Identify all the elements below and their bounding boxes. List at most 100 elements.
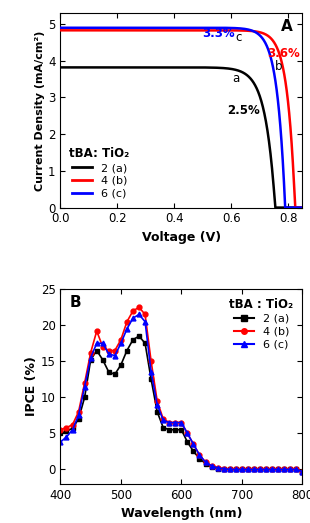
4 (b) — [270, 466, 274, 472]
6 (c) — [234, 466, 237, 472]
4 (b) — [228, 466, 232, 472]
2 (a) — [89, 357, 93, 363]
Text: A: A — [281, 19, 293, 34]
2 (a) — [59, 430, 62, 437]
6 (c) — [167, 419, 171, 426]
6 (c) — [137, 311, 141, 317]
2 (a) — [125, 347, 129, 354]
X-axis label: Wavelength (nm): Wavelength (nm) — [121, 507, 242, 520]
4 (b) — [282, 466, 286, 472]
2 (a) — [204, 460, 207, 467]
4 (b) — [59, 427, 62, 433]
2 (a) — [270, 466, 274, 472]
4 (b) — [89, 349, 93, 356]
2 (a) — [282, 466, 286, 472]
6 (c) — [258, 466, 262, 472]
6 (c) — [107, 351, 111, 357]
6 (c) — [204, 459, 207, 465]
2 (a) — [252, 466, 256, 472]
6 (c) — [198, 452, 202, 458]
Legend: 2 (a), 4 (b), 6 (c): 2 (a), 4 (b), 6 (c) — [226, 295, 297, 353]
4 (b) — [300, 469, 304, 475]
Text: a: a — [232, 72, 240, 85]
4 (b) — [143, 311, 147, 317]
6 (c) — [89, 355, 93, 361]
4 (b) — [107, 347, 111, 354]
2 (a) — [113, 371, 117, 378]
4 (b) — [155, 398, 159, 404]
2 (a) — [143, 340, 147, 346]
Text: 3.6%: 3.6% — [267, 47, 299, 60]
6 (c) — [59, 439, 62, 445]
6 (c) — [288, 466, 292, 472]
4 (b) — [258, 466, 262, 472]
6 (c) — [300, 469, 304, 475]
4 (b) — [149, 358, 153, 365]
2 (a) — [174, 427, 177, 433]
6 (c) — [119, 340, 123, 346]
6 (c) — [71, 427, 74, 433]
4 (b) — [125, 319, 129, 325]
2 (a) — [258, 466, 262, 472]
2 (a) — [77, 416, 80, 422]
6 (c) — [252, 466, 256, 472]
4 (b) — [161, 416, 165, 422]
6 (c) — [143, 319, 147, 325]
4 (b) — [101, 344, 104, 350]
Text: c: c — [235, 31, 242, 43]
4 (b) — [119, 337, 123, 343]
4 (b) — [288, 466, 292, 472]
4 (b) — [131, 308, 135, 314]
Line: 6 (c): 6 (c) — [58, 312, 305, 474]
6 (c) — [101, 340, 104, 346]
4 (b) — [65, 425, 69, 431]
4 (b) — [83, 380, 86, 386]
6 (c) — [222, 465, 226, 472]
Text: 3.3%: 3.3% — [203, 27, 235, 40]
6 (c) — [210, 463, 213, 469]
2 (a) — [210, 464, 213, 470]
6 (c) — [174, 419, 177, 426]
4 (b) — [246, 466, 250, 472]
Legend: 2 (a), 4 (b), 6 (c): 2 (a), 4 (b), 6 (c) — [66, 144, 133, 202]
4 (b) — [198, 452, 202, 458]
2 (a) — [179, 427, 183, 433]
6 (c) — [65, 434, 69, 440]
4 (b) — [137, 304, 141, 311]
Text: b: b — [275, 60, 283, 73]
Y-axis label: Current Density (mA/cm²): Current Density (mA/cm²) — [35, 30, 45, 190]
6 (c) — [228, 466, 232, 472]
6 (c) — [149, 369, 153, 376]
Text: 2.5%: 2.5% — [227, 104, 259, 117]
2 (a) — [222, 466, 226, 472]
2 (a) — [95, 347, 99, 354]
6 (c) — [294, 466, 298, 472]
6 (c) — [270, 466, 274, 472]
2 (a) — [294, 466, 298, 472]
6 (c) — [276, 466, 280, 472]
2 (a) — [119, 362, 123, 368]
4 (b) — [185, 430, 189, 437]
2 (a) — [83, 394, 86, 401]
6 (c) — [131, 315, 135, 321]
6 (c) — [240, 466, 244, 472]
6 (c) — [246, 466, 250, 472]
2 (a) — [276, 466, 280, 472]
6 (c) — [179, 419, 183, 426]
6 (c) — [216, 465, 219, 471]
6 (c) — [83, 383, 86, 390]
4 (b) — [167, 419, 171, 426]
2 (a) — [192, 448, 195, 454]
4 (b) — [222, 465, 226, 472]
2 (a) — [131, 337, 135, 343]
4 (b) — [264, 466, 268, 472]
4 (b) — [95, 328, 99, 334]
2 (a) — [234, 466, 237, 472]
4 (b) — [174, 419, 177, 426]
2 (a) — [155, 408, 159, 415]
6 (c) — [282, 466, 286, 472]
4 (b) — [240, 466, 244, 472]
2 (a) — [198, 456, 202, 462]
4 (b) — [192, 441, 195, 447]
Line: 2 (a): 2 (a) — [58, 334, 305, 474]
